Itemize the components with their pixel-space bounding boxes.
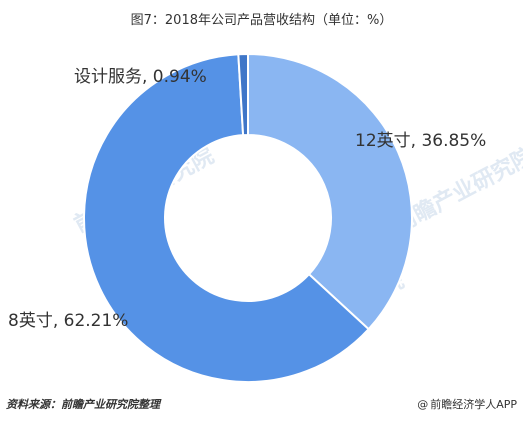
slice-label-3: 设计服务, 0.94%	[74, 67, 207, 87]
source-note: 资料来源：前瞻产业研究院整理	[6, 398, 160, 411]
labels-group: 12英寸, 36.85% 8英寸, 62.21% 设计服务, 0.94%	[8, 67, 486, 331]
slice-1	[247, 52, 413, 331]
brand-symbol: @	[417, 398, 429, 411]
brand-name: 前瞻经济学人APP	[430, 398, 517, 411]
chart-title: 图7：2018年公司产品营收结构（单位：%）	[130, 13, 393, 28]
slice-label-2: 8英寸, 62.21%	[8, 311, 128, 331]
slices-group	[83, 52, 413, 383]
slice-label-1: 12英寸, 36.85%	[355, 131, 486, 151]
slice-3	[237, 52, 249, 137]
brand-note: @ 前瞻经济学人APP	[417, 396, 517, 412]
slice-2	[83, 53, 371, 383]
